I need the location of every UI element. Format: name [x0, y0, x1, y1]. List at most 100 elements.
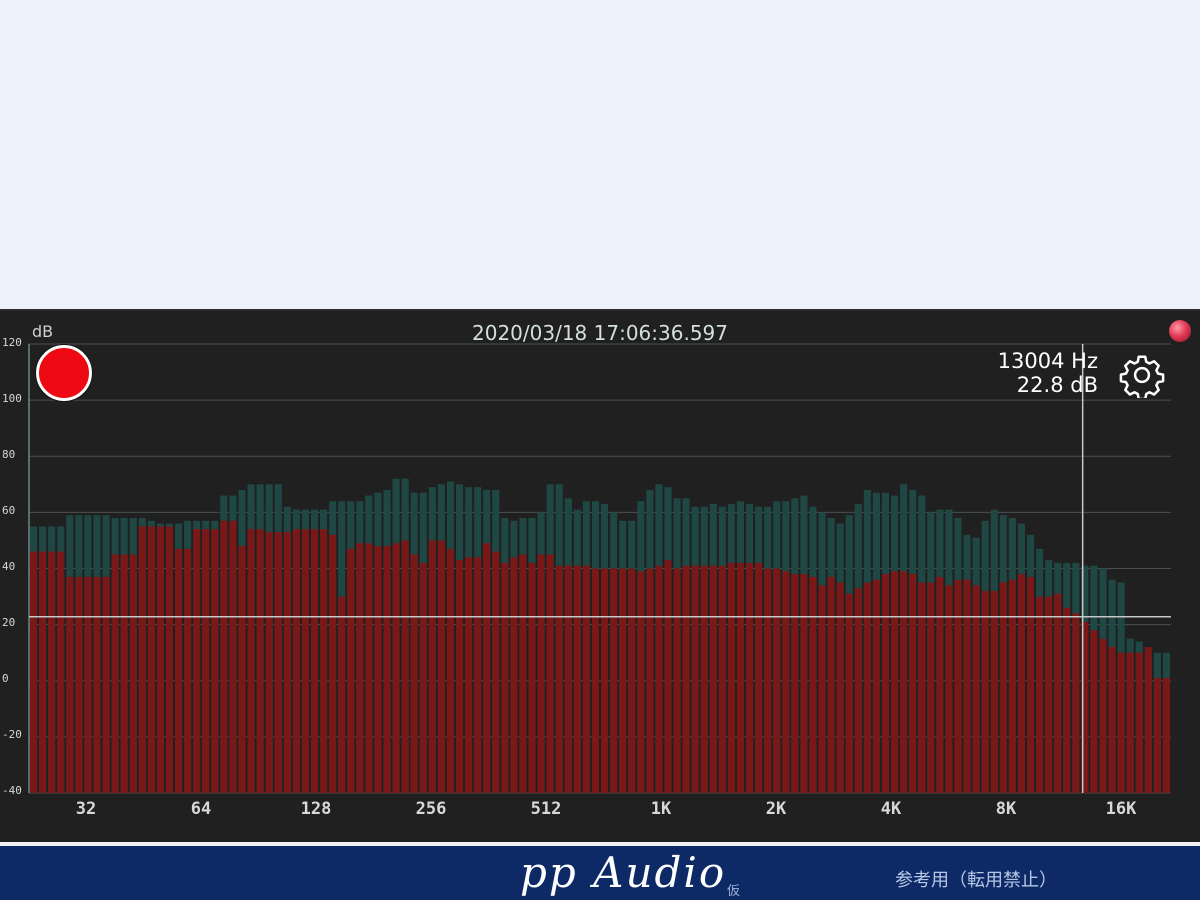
level-bar: [1126, 652, 1134, 793]
level-bar: [836, 582, 844, 793]
level-bar: [102, 576, 110, 793]
level-bar: [483, 543, 491, 793]
cursor-readout: 13004 Hz 22.8 dB: [998, 349, 1098, 397]
x-tick-label: 128: [300, 799, 332, 819]
level-bar: [465, 557, 473, 793]
level-bar: [138, 526, 146, 793]
gear-icon[interactable]: [1119, 352, 1165, 398]
level-bar: [564, 565, 572, 793]
level-bar: [736, 562, 745, 793]
y-tick-label: 120: [2, 336, 22, 349]
level-bar: [338, 596, 346, 793]
x-tick-label: 2K: [765, 799, 787, 819]
level-bar: [981, 590, 989, 793]
level-bar: [310, 529, 319, 793]
level-bar: [93, 576, 101, 793]
level-bar: [936, 576, 944, 793]
x-tick-label: 4K: [880, 799, 902, 819]
x-tick-label: 256: [415, 799, 447, 819]
spectrum-analyzer-panel: 120 100 80 60 40 20 0 -20 -40 32 64 128 …: [0, 309, 1200, 844]
level-bar: [709, 565, 717, 793]
cursor-level-unit: dB: [1070, 373, 1098, 397]
x-tick-label: 16K: [1105, 799, 1137, 819]
level-bar: [999, 582, 1007, 793]
level-bar: [845, 593, 853, 793]
toolbar-strip: [0, 842, 1200, 846]
level-bar: [1117, 652, 1125, 793]
level-bar: [863, 582, 871, 793]
level-bar: [247, 529, 255, 793]
level-bar: [474, 557, 482, 793]
y-tick-label: 0: [2, 672, 9, 685]
level-bar: [1090, 630, 1098, 793]
level-bar: [555, 565, 563, 793]
level-bar: [75, 576, 83, 793]
level-bar: [320, 529, 328, 793]
level-bar: [1081, 621, 1089, 793]
level-bar: [428, 540, 436, 793]
x-tick-label: 512: [530, 799, 562, 819]
level-bar: [29, 551, 38, 793]
level-bar: [764, 568, 772, 793]
level-bar: [1063, 607, 1071, 793]
level-bar: [755, 562, 763, 793]
cursor-level: 22.8: [1016, 373, 1064, 397]
level-bar: [193, 529, 201, 793]
level-bar: [129, 554, 137, 793]
level-bar: [909, 574, 917, 793]
level-bar: [854, 588, 862, 793]
level-bar: [238, 546, 246, 793]
level-bar: [610, 568, 618, 793]
level-bar: [501, 562, 509, 793]
level-bar: [809, 576, 817, 793]
level-bar: [383, 546, 391, 793]
level-bar: [718, 565, 726, 793]
level-bar: [1036, 596, 1044, 793]
brand-logo-text: pp Audio: [520, 848, 727, 897]
level-bar: [446, 548, 454, 793]
level-bar: [827, 576, 835, 793]
level-bar: [1162, 677, 1171, 793]
level-bar: [1108, 647, 1116, 793]
y-tick-label: 40: [2, 560, 16, 573]
level-bar: [628, 568, 636, 793]
usage-notice: 参考用（転用禁止）: [895, 870, 1057, 891]
level-bar: [301, 529, 309, 793]
cursor-frequency: 13004: [997, 349, 1065, 373]
level-bar: [48, 551, 56, 793]
timestamp: 2020/03/18 17:06:36.597: [472, 321, 728, 345]
y-tick-label: 20: [2, 616, 16, 629]
level-bar: [492, 551, 500, 793]
level-bar: [872, 579, 880, 793]
level-bar: [274, 532, 282, 793]
level-bar: [374, 546, 382, 793]
level-bar: [392, 543, 400, 793]
x-tick-label: 8K: [995, 799, 1017, 819]
level-bar: [600, 568, 609, 793]
spectrum-plot[interactable]: [0, 311, 1200, 844]
level-bar: [229, 520, 237, 793]
brand-sub-label: 仮: [727, 884, 741, 899]
level-bar: [437, 540, 445, 793]
level-bar: [818, 585, 826, 793]
level-bar: [283, 532, 291, 793]
level-bar: [1045, 596, 1053, 793]
level-bar: [573, 565, 581, 793]
level-bar: [292, 529, 300, 793]
level-bar: [1026, 576, 1035, 793]
y-axis-unit: dB: [32, 322, 54, 341]
level-bar: [619, 568, 627, 793]
record-button[interactable]: [36, 345, 92, 401]
level-bar: [746, 562, 754, 793]
y-tick-label: -20: [2, 728, 22, 741]
brand-banner: pp Audio 仮 参考用（転用禁止）: [0, 846, 1200, 900]
level-bar: [891, 571, 899, 793]
level-bar: [1017, 574, 1025, 793]
level-bar: [927, 582, 935, 793]
level-bar: [1144, 647, 1152, 793]
level-bar: [990, 590, 998, 793]
cursor-frequency-unit: Hz: [1071, 349, 1098, 373]
level-bar: [664, 560, 672, 793]
level-bar: [945, 585, 953, 793]
x-tick-label: 32: [75, 799, 97, 819]
